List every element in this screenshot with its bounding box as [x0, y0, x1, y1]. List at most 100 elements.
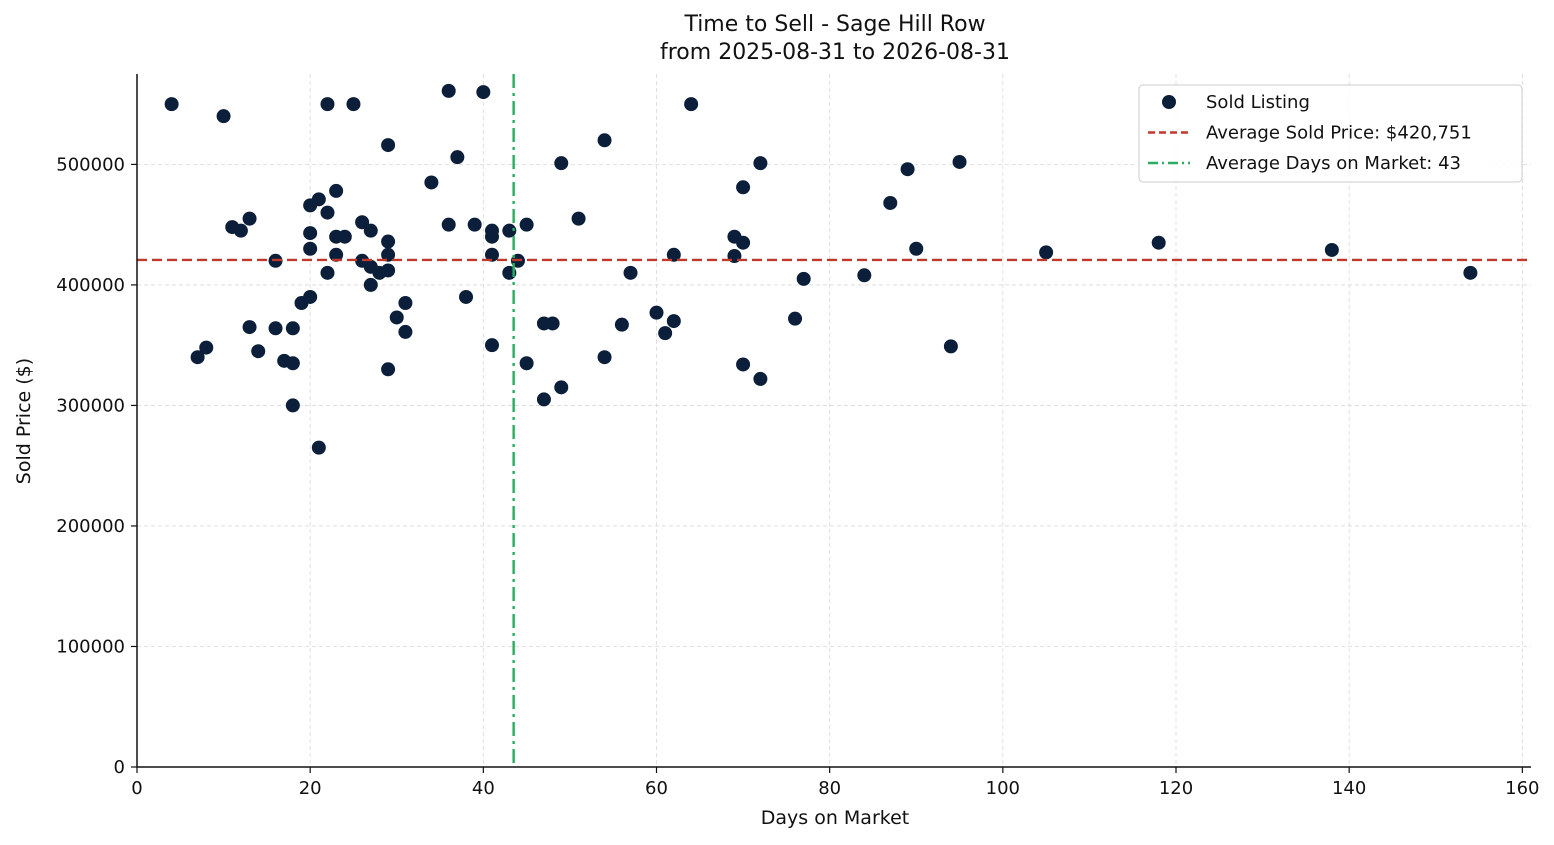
x-tick-label: 140 — [1332, 778, 1366, 799]
data-point — [441, 217, 456, 232]
data-point — [381, 138, 396, 153]
data-point — [251, 344, 266, 359]
data-point — [502, 223, 517, 238]
data-point — [329, 247, 344, 262]
data-point — [753, 371, 768, 386]
data-point — [952, 154, 967, 169]
data-point — [311, 192, 326, 207]
data-point — [199, 340, 214, 355]
data-point — [649, 305, 664, 320]
data-point — [909, 241, 924, 256]
data-point — [943, 339, 958, 354]
data-point — [519, 356, 534, 371]
data-point — [285, 398, 300, 413]
data-point — [441, 83, 456, 98]
data-point — [753, 156, 768, 171]
data-point — [796, 271, 811, 286]
x-tick-label: 0 — [131, 778, 142, 799]
data-point — [597, 350, 612, 365]
data-point — [788, 311, 803, 326]
data-point — [363, 223, 378, 238]
data-point — [381, 263, 396, 278]
y-axis-label: Sold Price ($) — [13, 357, 35, 485]
data-point — [320, 205, 335, 220]
chart-title: Time to Sell - Sage Hill Row — [684, 12, 986, 37]
data-point — [303, 289, 318, 304]
data-point — [467, 217, 482, 232]
data-point — [684, 97, 699, 112]
data-point — [363, 277, 378, 292]
data-point — [216, 109, 231, 124]
data-point — [736, 180, 751, 195]
x-tick-label: 20 — [299, 778, 322, 799]
data-point — [614, 317, 629, 332]
data-point — [623, 265, 638, 280]
data-point — [545, 316, 560, 331]
data-point — [233, 223, 248, 238]
data-point — [571, 211, 586, 226]
data-point — [554, 156, 569, 171]
data-point — [484, 229, 499, 244]
data-point — [285, 321, 300, 336]
data-point — [450, 150, 465, 165]
x-tick-label: 120 — [1159, 778, 1193, 799]
x-tick-label: 160 — [1505, 778, 1539, 799]
y-tick-label: 100000 — [56, 636, 125, 657]
data-point — [1151, 235, 1166, 250]
data-point — [311, 440, 326, 455]
x-tick-label: 80 — [818, 778, 841, 799]
legend-label: Sold Listing — [1206, 92, 1310, 113]
data-point — [476, 85, 491, 100]
data-point — [303, 241, 318, 256]
data-point — [554, 380, 569, 395]
data-point — [242, 320, 257, 335]
x-tick-label: 100 — [986, 778, 1020, 799]
data-point — [242, 211, 257, 226]
data-point — [900, 162, 915, 177]
data-point — [857, 268, 872, 283]
y-tick-label: 500000 — [56, 154, 125, 175]
x-tick-label: 60 — [645, 778, 668, 799]
data-point — [381, 234, 396, 249]
data-point — [883, 195, 898, 210]
data-point — [381, 362, 396, 377]
data-point — [666, 247, 681, 262]
data-point — [1039, 245, 1054, 260]
data-point — [424, 175, 439, 190]
data-point — [190, 350, 205, 365]
data-point — [268, 321, 283, 336]
legend-box — [1138, 84, 1523, 183]
data-point — [164, 97, 179, 112]
data-point — [1463, 265, 1478, 280]
legend-label: Average Days on Market: 43 — [1206, 153, 1461, 174]
data-point — [459, 289, 474, 304]
reference-lines — [137, 74, 1531, 767]
data-point — [736, 357, 751, 372]
data-point — [597, 133, 612, 148]
data-point — [346, 97, 361, 112]
legend-marker-sold-listing — [1162, 95, 1176, 109]
y-tick-label: 300000 — [56, 395, 125, 416]
axes: 0 20 40 60 80 100 120 140 160 0 100000 200000 300000… — [56, 74, 1540, 799]
data-point — [320, 97, 335, 112]
data-point — [484, 247, 499, 262]
legend: Sold Listing Average Sold Price: $420,751… — [1138, 84, 1523, 183]
data-point — [398, 324, 413, 339]
data-point — [303, 226, 318, 241]
data-point — [1324, 242, 1339, 257]
data-point — [285, 356, 300, 371]
data-point — [381, 247, 396, 262]
data-point — [398, 295, 413, 310]
y-tick-label: 0 — [114, 757, 125, 778]
data-point — [658, 326, 673, 341]
data-point — [320, 265, 335, 280]
data-point — [519, 217, 534, 232]
chart-subtitle: from 2025-08-31 to 2026-08-31 — [660, 40, 1010, 65]
x-axis-label: Days on Market — [760, 807, 910, 829]
x-tick-label: 40 — [472, 778, 495, 799]
y-tick-label: 400000 — [56, 275, 125, 296]
y-tick-label: 200000 — [56, 516, 125, 537]
data-point — [666, 314, 681, 329]
data-point — [337, 229, 352, 244]
data-point — [389, 310, 404, 325]
